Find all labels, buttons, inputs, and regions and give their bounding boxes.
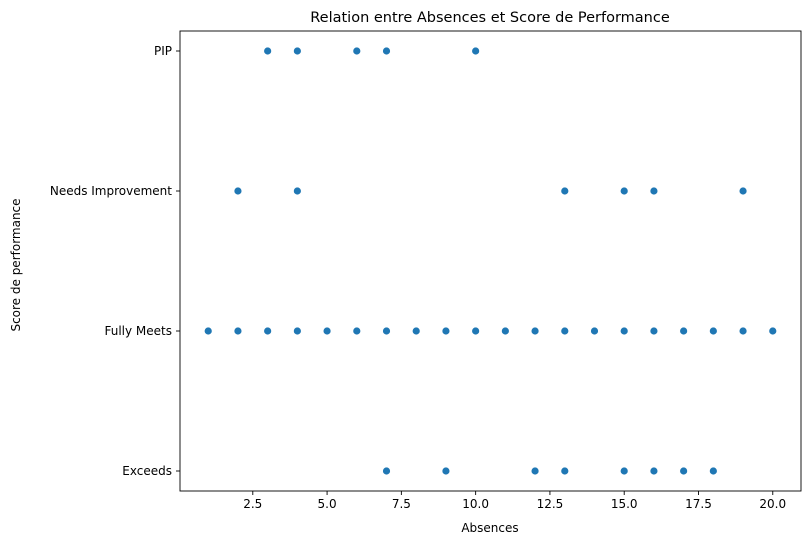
data-point xyxy=(590,326,599,336)
data-point xyxy=(352,326,361,336)
data-point xyxy=(263,46,272,56)
x-tick-label: 2.5 xyxy=(243,497,262,511)
data-point xyxy=(530,326,540,336)
y-tick-label: Exceeds xyxy=(122,464,172,478)
x-tick-label: 15.0 xyxy=(611,497,638,511)
data-point xyxy=(382,326,391,336)
data-point xyxy=(412,326,421,336)
data-point xyxy=(679,326,688,336)
data-point xyxy=(649,186,659,196)
x-tick-label: 17.5 xyxy=(685,497,712,511)
x-tick-label: 5.0 xyxy=(318,497,337,511)
y-tick-label: Needs Improvement xyxy=(50,184,172,198)
data-point xyxy=(441,466,451,476)
data-point xyxy=(322,326,332,336)
data-point xyxy=(382,46,391,56)
x-tick-label: 7.5 xyxy=(392,497,411,511)
data-point xyxy=(471,326,480,336)
x-axis-label: Absences xyxy=(461,521,518,535)
data-point xyxy=(768,326,777,336)
data-point xyxy=(738,186,748,196)
data-point xyxy=(293,46,302,56)
data-point xyxy=(263,326,272,336)
data-point xyxy=(471,46,480,56)
data-point xyxy=(738,326,748,336)
data-point xyxy=(501,326,510,336)
data-point xyxy=(620,466,629,476)
x-tick-label: 10.0 xyxy=(462,497,489,511)
data-point xyxy=(709,466,718,476)
data-point xyxy=(441,326,451,336)
data-point xyxy=(620,186,629,196)
data-point xyxy=(530,466,540,476)
data-point xyxy=(560,186,569,196)
data-point xyxy=(352,46,361,56)
data-point xyxy=(679,466,688,476)
y-axis-label: Score de performance xyxy=(9,198,23,331)
y-tick-label: Fully Meets xyxy=(104,324,172,338)
data-point xyxy=(204,326,213,336)
plot-frame xyxy=(179,30,802,492)
x-axis: 2.5 5.0 7.5 10.0 12.5 15.0 17.5 20.0 xyxy=(243,491,786,511)
data-point xyxy=(382,466,391,476)
data-point xyxy=(293,186,302,196)
x-tick-label: 12.5 xyxy=(537,497,564,511)
data-point xyxy=(233,186,243,196)
data-point xyxy=(560,326,569,336)
data-point xyxy=(620,326,629,336)
data-point xyxy=(649,326,659,336)
chart-title: Relation entre Absences et Score de Perf… xyxy=(310,10,670,26)
y-axis: PIP Needs Improvement Fully Meets Exceeds xyxy=(50,44,180,478)
data-point xyxy=(560,466,569,476)
x-tick-label: 20.0 xyxy=(759,497,786,511)
data-point xyxy=(293,326,302,336)
data-point xyxy=(233,326,243,336)
data-point xyxy=(709,326,718,336)
y-tick-label: PIP xyxy=(154,44,172,58)
data-point xyxy=(649,466,659,476)
plot-area xyxy=(179,30,802,492)
